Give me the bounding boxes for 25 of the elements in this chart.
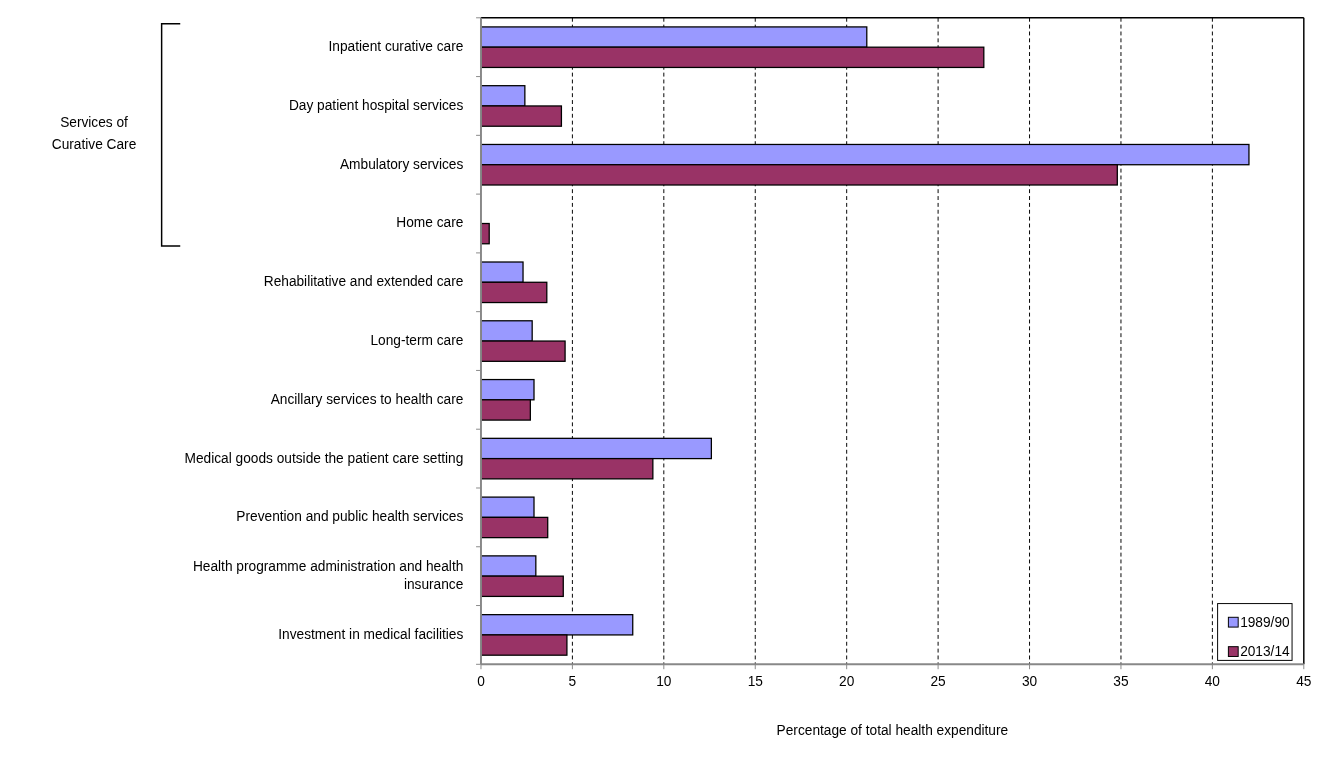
x-tick-label: 5 [568,673,577,689]
x-tick-label: 0 [477,673,486,689]
x-tick-label: 30 [1021,673,1038,689]
x-tick-label: 20 [839,673,855,689]
y-tick-label: Health programme administration and health insurance [192,558,464,592]
x-tick-label: 40 [1204,673,1221,689]
y-tick-label: Inpatient curative care [328,38,464,54]
y-tick-label: Ambulatory services [339,156,464,172]
y-tick-label: Home care [396,215,464,231]
x-tick-label: 25 [930,673,947,689]
y-tick-label: Prevention and public health services [236,509,464,524]
text: Services of Curative Care [51,115,137,153]
y-tick-label: Investment in medical facilities [278,626,464,642]
y-tick-label: Ancillary services to health care [270,391,464,407]
legend-label: 1989/90 [1240,615,1291,631]
x-tick-label: 10 [656,673,672,689]
y-tick-label: Long-term care [370,332,464,348]
legend-label: 2013/14 [1240,644,1291,660]
x-tick-label: 45 [1296,673,1312,689]
y-tick-label: Medical goods outside the patient care setting [184,450,464,466]
x-tick-label: 35 [1113,673,1129,689]
y-tick-label: Rehabilitative and extended care [263,273,464,289]
x-axis-title: Percentage of total health expenditure [776,722,1009,738]
y-tick-label: Day patient hospital services [288,97,464,113]
x-tick-label: 15 [747,673,764,689]
